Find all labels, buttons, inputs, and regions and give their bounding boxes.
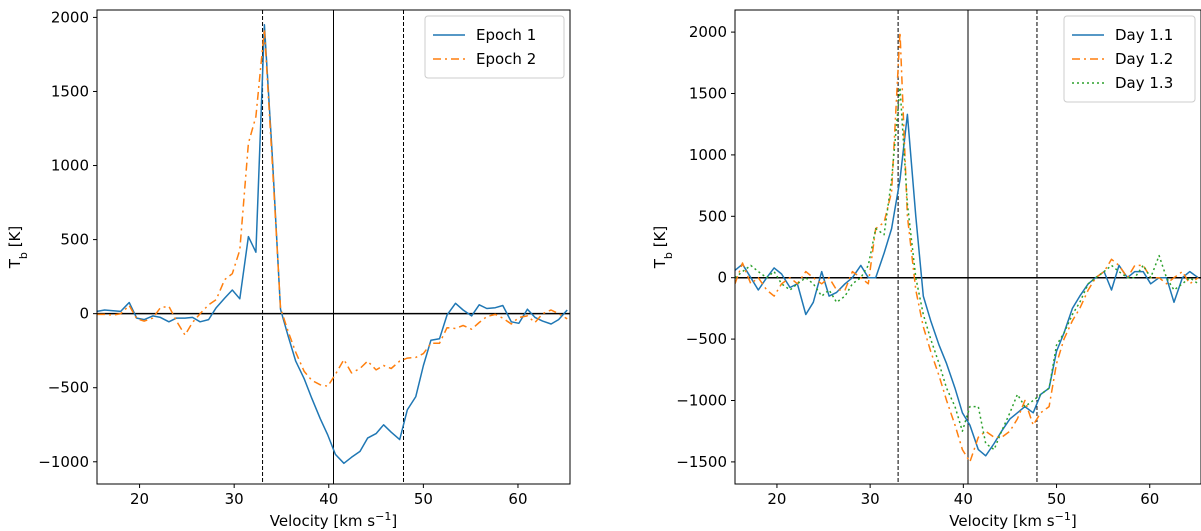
x-axis-label: Velocity [km s−1] [949, 510, 1076, 531]
series-line-epoch-1 [97, 24, 568, 465]
legend: Day 1.1 Day 1.2 Day 1.3 [1063, 15, 1196, 103]
chart-epochs: 20 30 40 50 60 −1000 −500 0 500 1000 1500 2000 Veloc… [6, 8, 571, 531]
y-tick-label: −1500 [676, 453, 727, 471]
x-tick-label: 40 [954, 490, 973, 508]
x-tick-label: 20 [767, 490, 786, 508]
legend-label: Day 1.1 [1115, 26, 1173, 44]
x-tick-label: 30 [861, 490, 880, 508]
x-tick-label: 50 [414, 490, 433, 508]
y-tick-label: 0 [79, 305, 89, 323]
series-line-day-1-1 [735, 113, 1199, 457]
axes-frame [734, 9, 1201, 485]
y-tick-label: 0 [717, 269, 727, 287]
y-tick-label: −500 [48, 379, 89, 397]
series-line-day-1-3 [735, 86, 1199, 451]
y-axis-label: Tb [K] [6, 226, 30, 269]
legend-label: Day 1.2 [1115, 50, 1173, 68]
plot-area [735, 10, 1201, 484]
legend-label: Epoch 1 [476, 26, 536, 44]
legend-label: Day 1.3 [1115, 74, 1173, 92]
y-tick-label: −1000 [676, 391, 727, 409]
y-tick-label: 2000 [689, 23, 727, 41]
plot-area [97, 10, 570, 484]
y-tick-label: −1000 [38, 453, 89, 471]
y-tick-label: −500 [686, 330, 727, 348]
y-tick-label: 1500 [689, 85, 727, 103]
legend-box [424, 15, 565, 79]
legend: Epoch 1 Epoch 2 [424, 15, 565, 79]
x-tick-label: 20 [130, 490, 149, 508]
y-tick-label: 1500 [51, 82, 89, 100]
x-tick-label: 40 [319, 490, 338, 508]
y-tick-label: 1000 [51, 157, 89, 175]
y-axis-label: Tb [K] [651, 226, 675, 269]
legend-label: Epoch 2 [476, 50, 536, 68]
legend-box [1063, 15, 1196, 103]
x-tick-label: 50 [1047, 490, 1066, 508]
x-axis-label: Velocity [km s−1] [270, 510, 397, 531]
x-tick-label: 30 [225, 490, 244, 508]
series-line-epoch-2 [97, 28, 568, 387]
y-tick-label: 500 [60, 231, 89, 249]
y-tick-label: 2000 [51, 8, 89, 26]
x-tick-label: 60 [1140, 490, 1159, 508]
x-tick-label: 60 [508, 490, 527, 508]
y-tick-label: 1000 [689, 146, 727, 164]
axes-frame [96, 9, 571, 485]
chart-days: 20 30 40 50 60 −1500 −1000 −500 0 500 1000 1500 2000… [651, 9, 1201, 531]
y-tick-label: 500 [698, 207, 727, 225]
